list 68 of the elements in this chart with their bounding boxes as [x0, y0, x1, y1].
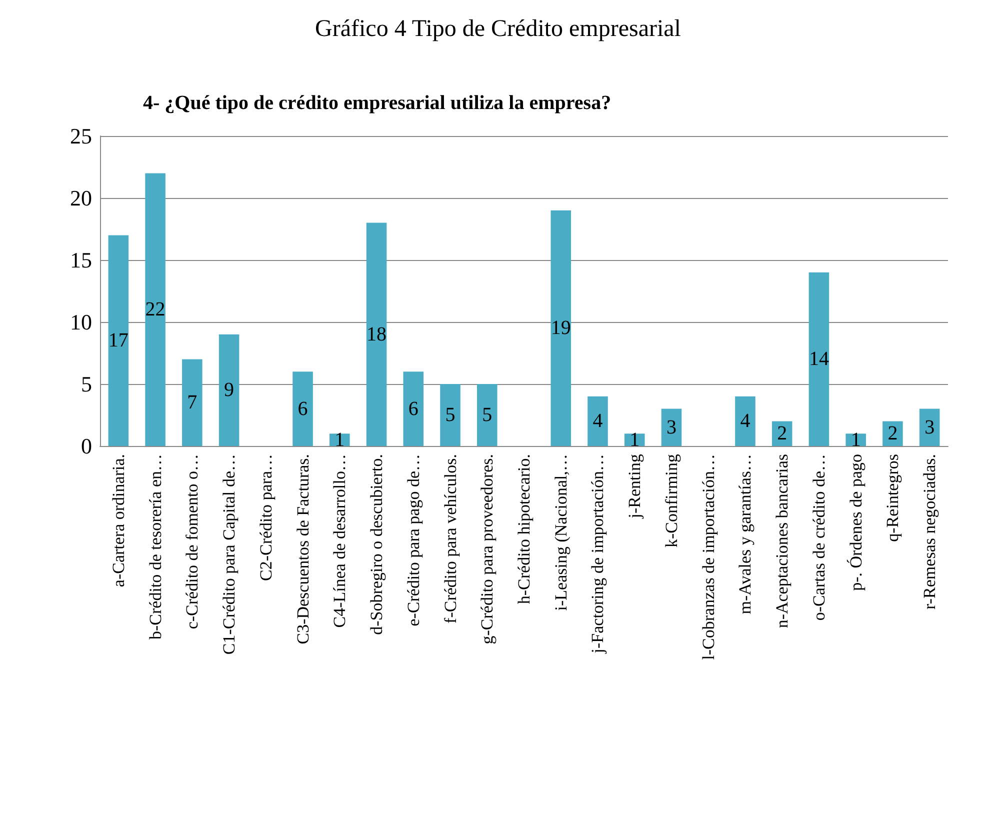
bar: [366, 222, 387, 446]
bar: [772, 421, 792, 446]
bar: [108, 235, 129, 446]
data-label: 3: [924, 416, 935, 438]
bar: [476, 384, 498, 446]
x-tick-label: c-Crédito de fomento o…: [182, 454, 202, 630]
bar: [588, 396, 608, 446]
data-label: 3: [666, 416, 676, 438]
y-tick-label: 5: [81, 372, 92, 396]
x-tick-label: j-Factoring de importación…: [588, 454, 608, 654]
data-label: 2: [777, 422, 788, 445]
x-tick-label: j-Renting: [625, 454, 644, 520]
x-tick-label: C2-Crédito para…: [256, 454, 276, 581]
x-tick-label: k-Confirming: [662, 454, 681, 548]
x-tick-label: o-Cartas de crédito de…: [809, 454, 828, 621]
data-label: 1: [850, 428, 861, 451]
bar: [882, 421, 903, 446]
y-tick-label: 20: [70, 186, 92, 210]
x-tick-label: a-Cartera ordinaria.: [108, 454, 128, 588]
y-tick-label: 10: [70, 310, 92, 334]
data-label: 2: [888, 422, 898, 445]
x-tick-label: q-Reintegros: [883, 454, 902, 542]
data-label: 22: [145, 298, 166, 321]
data-label: 5: [482, 404, 492, 426]
x-tick-label: C4-Línea de desarrollo…: [330, 454, 350, 628]
bar: [145, 173, 166, 446]
x-tick-label: l-Cobranzas de importación…: [698, 454, 718, 660]
x-tick-label: f-Crédito para vehículos.: [440, 454, 460, 624]
x-tick-label: p-. Órdenes de pago: [846, 454, 866, 591]
bar: [735, 396, 756, 446]
bar: [440, 384, 460, 446]
x-tick-label: h-Crédito hipotecario.: [514, 454, 534, 604]
x-tick-label: g-Crédito para proveedores.: [478, 454, 497, 644]
data-label: 5: [445, 404, 456, 426]
bar: [182, 359, 202, 446]
x-tick-label: n-Aceptaciones bancarias: [772, 454, 792, 628]
data-label: 19: [550, 317, 571, 340]
bar: [919, 408, 940, 446]
data-label: 7: [187, 392, 198, 414]
chart-subtitle: 4- ¿Qué tipo de crédito empresarial utiliza la empresa?: [143, 92, 612, 114]
bar: [808, 272, 830, 446]
bar: [661, 408, 682, 446]
x-tick-label: e-Crédito para pago de…: [404, 454, 423, 626]
data-label: 1: [630, 428, 640, 451]
x-tick-label: m-Avales y garantías…: [736, 454, 755, 614]
bar: [550, 210, 572, 446]
x-tick-label: b-Crédito de tesorería en…: [146, 454, 165, 640]
data-label: 1: [334, 428, 345, 451]
data-label: 17: [108, 330, 128, 352]
data-label: 18: [366, 323, 387, 346]
y-tick-label: 0: [81, 434, 92, 458]
y-tick-label: 25: [70, 124, 92, 148]
chart-title: Gráfico 4 Tipo de Crédito empresarial: [315, 16, 682, 42]
bar: [403, 372, 424, 446]
data-label: 4: [740, 410, 750, 432]
x-tick-label: i-Leasing (Nacional,…: [551, 454, 570, 611]
data-label: 14: [808, 348, 829, 370]
x-tick-label: C1-Crédito para Capital de…: [220, 454, 239, 655]
bar: [292, 372, 313, 446]
data-label: 9: [224, 379, 234, 402]
x-tick-label: d-Sobregiro o descubierto.: [367, 454, 386, 635]
x-tick-label: r-Remesas negociadas.: [920, 454, 940, 610]
data-label: 4: [592, 410, 603, 432]
y-tick-label: 15: [70, 248, 92, 272]
x-tick-label: C3-Descuentos de Facturas.: [293, 454, 312, 644]
data-label: 6: [408, 398, 418, 420]
data-label: 6: [298, 398, 308, 420]
bar: [218, 334, 240, 446]
